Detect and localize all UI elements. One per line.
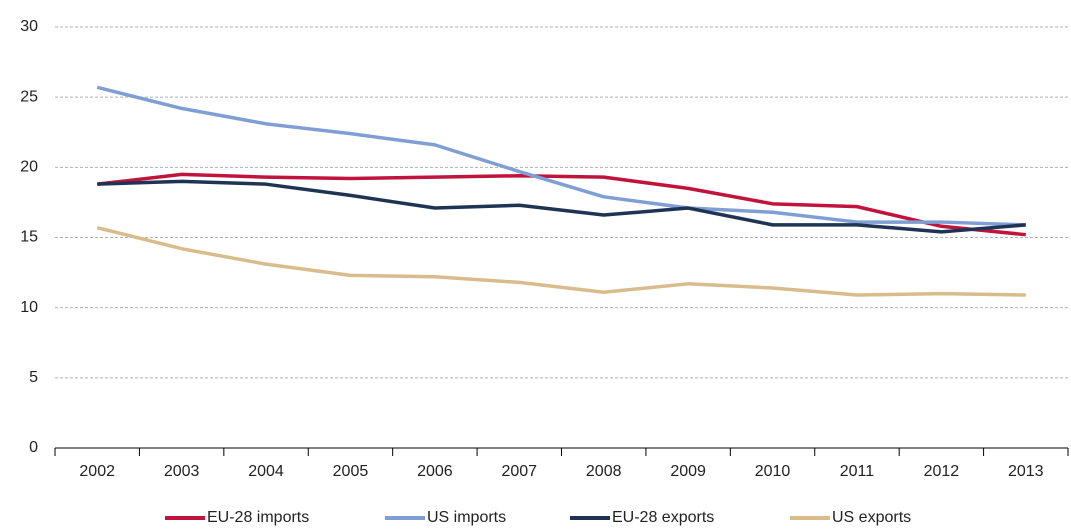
x-tick-label: 2013 bbox=[1008, 463, 1044, 480]
x-tick-label: 2009 bbox=[670, 463, 706, 480]
y-tick-label: 0 bbox=[29, 439, 38, 456]
y-tick-label: 30 bbox=[20, 18, 38, 35]
x-tick-label: 2012 bbox=[924, 463, 960, 480]
legend-label: EU-28 exports bbox=[612, 509, 714, 526]
x-tick-label: 2005 bbox=[333, 463, 369, 480]
x-tick-label: 2008 bbox=[586, 463, 622, 480]
y-tick-label: 25 bbox=[20, 88, 38, 105]
legend-label: EU-28 imports bbox=[207, 509, 309, 526]
series-line bbox=[97, 172, 1026, 237]
series-line bbox=[96, 85, 1026, 227]
x-tick-label: 2011 bbox=[840, 463, 875, 480]
legend-label: US exports bbox=[832, 509, 911, 526]
series-line bbox=[96, 225, 1026, 297]
x-tick-label: 2002 bbox=[79, 463, 115, 480]
legend-label: US imports bbox=[427, 509, 506, 526]
x-tick-label: 2010 bbox=[755, 463, 791, 480]
y-tick-label: 15 bbox=[20, 229, 38, 246]
series-line bbox=[97, 179, 1026, 234]
y-tick-label: 5 bbox=[29, 369, 38, 386]
x-tick-label: 2004 bbox=[248, 463, 284, 480]
x-tick-label: 2006 bbox=[417, 463, 453, 480]
x-tick-label: 2007 bbox=[501, 463, 537, 480]
y-tick-label: 10 bbox=[20, 299, 38, 316]
x-tick-label: 2003 bbox=[164, 463, 200, 480]
y-tick-label: 20 bbox=[20, 159, 38, 176]
